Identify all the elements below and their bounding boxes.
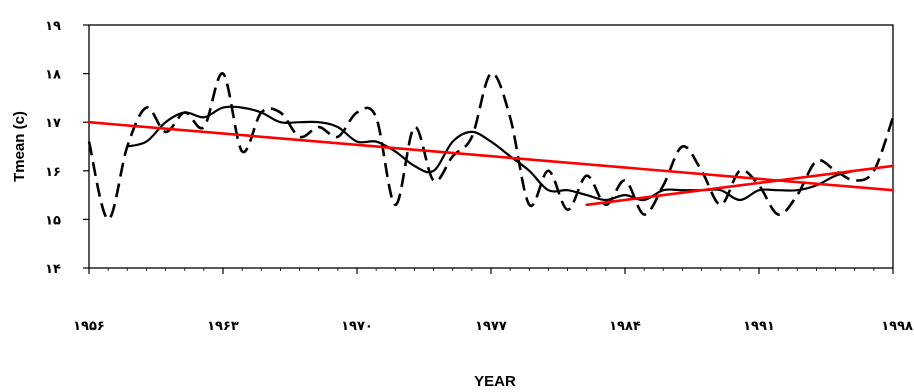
y-tick-label: ۱۵ — [45, 213, 61, 228]
x-tick-label: ۱۹۹۱ — [743, 319, 775, 334]
plot-area — [88, 24, 894, 269]
x-axis: ۱۹۵۶ ۱۹۶۳ ۱۹۷۰ ۱۹۷۷ ۱۹۸۴ ۱۹۹۱ ۱۹۹۸ — [73, 268, 913, 334]
series-line-solid — [126, 105, 856, 202]
y-axis: ۱۴ ۱۵ ۱۶ ۱۷ ۱۸ ۱۹ — [45, 19, 89, 277]
y-axis-title: Tmean (c) — [11, 111, 28, 182]
y-tick-label: ۱۴ — [45, 262, 61, 277]
x-tick-label: ۱۹۷۰ — [341, 319, 373, 334]
x-tick-label: ۱۹۸۴ — [609, 319, 641, 334]
y-tick-label: ۱۷ — [45, 116, 61, 131]
series-layer — [87, 72, 895, 221]
x-tick-label: ۱۹۹۸ — [881, 319, 913, 334]
x-tick-label: ۱۹۶۳ — [207, 319, 239, 334]
x-tick-label: ۱۹۵۶ — [73, 319, 105, 334]
trend-line-3 — [585, 164, 895, 207]
y-tick-label: ۱۹ — [45, 19, 61, 34]
series-line-dashed — [87, 72, 895, 221]
y-tick-label: ۱۶ — [45, 165, 61, 180]
x-tick-label: ۱۹۷۷ — [475, 319, 507, 334]
y-tick-label: ۱۸ — [45, 68, 61, 83]
x-axis-title: YEAR — [474, 373, 516, 390]
trend-line-2 — [87, 120, 895, 192]
